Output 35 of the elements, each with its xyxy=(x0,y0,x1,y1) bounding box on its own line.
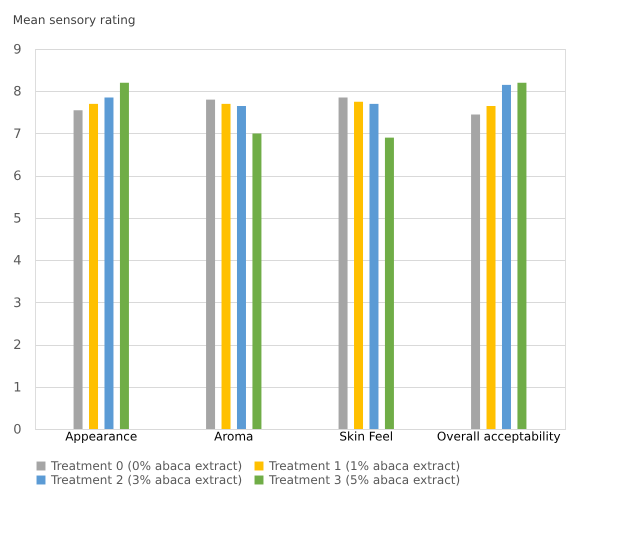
legend-label: Treatment 3 (5% abaca extract) xyxy=(268,473,460,487)
legend-label: Treatment 2 (3% abaca extract) xyxy=(50,473,242,487)
bar xyxy=(252,133,262,429)
bar xyxy=(89,104,98,429)
y-tick-label: 1 xyxy=(13,380,22,396)
bar xyxy=(354,102,364,429)
bar xyxy=(206,100,216,429)
bar xyxy=(338,98,348,429)
bar xyxy=(222,104,231,429)
bar xyxy=(369,104,378,429)
bar xyxy=(236,106,246,429)
bar xyxy=(74,110,83,429)
y-tick-label: 9 xyxy=(13,42,22,58)
chart-title: Mean sensory rating xyxy=(12,13,136,27)
y-tick-label: 5 xyxy=(13,211,22,226)
bar xyxy=(471,114,480,429)
x-tick-label: Appearance xyxy=(65,430,138,444)
bar xyxy=(104,98,114,429)
x-tick-label: Overall acceptability xyxy=(436,430,561,444)
bar xyxy=(486,106,496,429)
y-tick-label: 7 xyxy=(13,126,22,142)
bar xyxy=(502,84,511,429)
y-tick-label: 2 xyxy=(13,338,22,354)
y-tick-label: 0 xyxy=(13,422,22,438)
x-tick-label: Skin Feel xyxy=(339,430,394,444)
legend-label: Treatment 1 (1% abaca extract) xyxy=(268,459,460,473)
legend-label: Treatment 0 (0% abaca extract) xyxy=(50,459,242,473)
y-tick-label: 6 xyxy=(13,169,22,184)
bar xyxy=(120,82,129,429)
bar xyxy=(384,138,394,429)
bar xyxy=(517,82,526,429)
y-tick-label: 8 xyxy=(13,84,22,100)
x-tick-label: Aroma xyxy=(214,430,254,444)
y-tick-label: 3 xyxy=(13,296,22,311)
y-tick-label: 4 xyxy=(13,254,22,269)
